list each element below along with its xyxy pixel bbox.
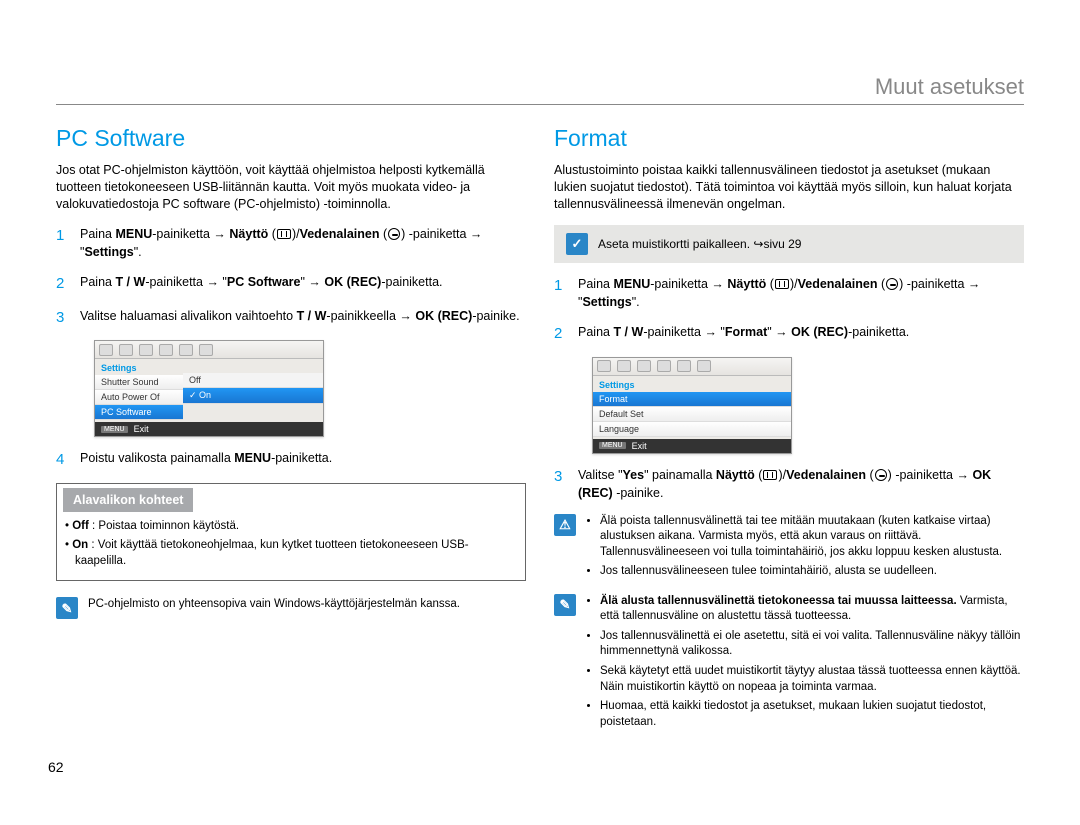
lcd-menu-item-selected: Format — [593, 392, 791, 407]
box-list: Off : Poistaa toiminnon käytöstä. On : V… — [57, 516, 525, 580]
step-3: 3 Valitse "Yes" painamalla Näyttö ()/Ved… — [554, 466, 1024, 502]
info-list: Älä alusta tallennusvälinettä tietokonee… — [586, 594, 1024, 734]
info-item: Älä alusta tallennusvälinettä tietokonee… — [600, 594, 1024, 625]
info-item: Sekä käytetyt että uudet muistikortit tä… — [600, 664, 1024, 695]
check-icon: ✓ — [566, 233, 588, 255]
step-text: Paina T / W-painiketta → "PC Software" →… — [80, 273, 443, 295]
display-icon — [277, 229, 291, 239]
step-2: 2 Paina T / W-painiketta → "Format" → OK… — [554, 323, 1024, 345]
content-columns: PC Software Jos otat PC-ohjelmiston käyt… — [56, 125, 1024, 734]
lcd-menu-header: Settings — [95, 361, 183, 375]
step-text: Paina T / W-painiketta → "Format" → OK (… — [578, 323, 909, 345]
step-text: Poistu valikosta painamalla MENU-painike… — [80, 449, 332, 471]
info-item: Jos tallennusvälinettä ei ole asetettu, … — [600, 629, 1024, 660]
step-number: 1 — [554, 275, 568, 311]
step-1: 1 Paina MENU-painiketta → Näyttö ()/Vede… — [56, 225, 526, 261]
step-1: 1 Paina MENU-painiketta → Näyttö ()/Vede… — [554, 275, 1024, 311]
step-3: 3 Valitse haluamasi alivalikon vaihtoeht… — [56, 307, 526, 329]
pc-software-heading: PC Software — [56, 125, 526, 152]
step-text: Paina MENU-painiketta → Näyttö ()/Vedena… — [578, 275, 1024, 311]
step-text: Valitse haluamasi alivalikon vaihtoehto … — [80, 307, 520, 329]
step-text: Valitse "Yes" painamalla Näyttö ()/Veden… — [578, 466, 1024, 502]
step-number: 1 — [56, 225, 70, 261]
lcd-pc-software: Settings Shutter Sound Auto Power Of PC … — [94, 340, 324, 437]
lcd-menu-item-selected: PC Software — [95, 405, 183, 420]
lcd-menu-item: Shutter Sound — [95, 375, 183, 390]
lcd-sub-off: Off — [183, 373, 323, 388]
pc-software-steps: 1 Paina MENU-painiketta → Näyttö ()/Vede… — [56, 225, 526, 329]
display-icon — [763, 470, 777, 480]
submenu-items-box: Alavalikon kohteet Off : Poistaa toiminn… — [56, 483, 526, 581]
lcd-menu-item: Auto Power Of — [95, 390, 183, 405]
lcd-menu: Settings Format Default Set Language — [593, 376, 791, 439]
insert-card-note: ✓ Aseta muistikortti paikalleen. ↪sivu 2… — [554, 225, 1024, 263]
lcd-menu-item: Default Set — [593, 407, 791, 422]
manual-page: Muut asetukset PC Software Jos otat PC-o… — [0, 0, 1080, 825]
note-text: Aseta muistikortti paikalleen. ↪sivu 29 — [598, 237, 801, 251]
right-column: Format Alustustoiminto poistaa kaikki ta… — [554, 125, 1024, 734]
lcd-tabs — [95, 341, 323, 359]
pc-software-steps-2: 4 Poistu valikosta painamalla MENU-paini… — [56, 449, 526, 471]
box-item: On : Voit käyttää tietokoneohjelmaa, kun… — [75, 537, 515, 569]
lcd-exit-bar: MENUExit — [593, 439, 791, 453]
format-intro: Alustustoiminto poistaa kaikki tallennus… — [554, 162, 1024, 213]
warning-item: Älä poista tallennusvälinettä tai tee mi… — [600, 514, 1024, 561]
underwater-icon — [886, 278, 898, 290]
step-2: 2 Paina T / W-painiketta → "PC Software"… — [56, 273, 526, 295]
footnote: ✎ PC-ohjelmisto on yhteensopiva vain Win… — [56, 597, 526, 619]
warning-icon: ⚠ — [554, 514, 576, 536]
format-steps: 1 Paina MENU-painiketta → Näyttö ()/Vede… — [554, 275, 1024, 345]
warning-item: Jos tallennusvälineeseen tulee toimintah… — [600, 564, 1024, 580]
page-header-title: Muut asetukset — [875, 74, 1024, 100]
underwater-icon — [875, 469, 887, 481]
format-heading: Format — [554, 125, 1024, 152]
lcd-format: Settings Format Default Set Language MEN… — [592, 357, 792, 454]
lcd-menu-item: Language — [593, 422, 791, 437]
step-number: 2 — [56, 273, 70, 295]
info-item: Huomaa, että kaikki tiedostot ja asetuks… — [600, 699, 1024, 730]
underwater-icon — [388, 228, 400, 240]
display-icon — [775, 279, 789, 289]
lcd-tabs — [593, 358, 791, 376]
step-text: Paina MENU-painiketta → Näyttö ()/Vedena… — [80, 225, 526, 261]
step-number: 3 — [56, 307, 70, 329]
step-number: 2 — [554, 323, 568, 345]
lcd-exit-bar: MENUExit — [95, 422, 323, 436]
info-note: ✎ Älä alusta tallennusvälinettä tietokon… — [554, 594, 1024, 734]
lcd-menu-header: Settings — [593, 378, 791, 392]
note-icon: ✎ — [554, 594, 576, 616]
box-item: Off : Poistaa toiminnon käytöstä. — [75, 518, 515, 534]
step-4: 4 Poistu valikosta painamalla MENU-paini… — [56, 449, 526, 471]
warning-list: Älä poista tallennusvälinettä tai tee mi… — [586, 514, 1024, 584]
header-divider — [56, 104, 1024, 105]
left-column: PC Software Jos otat PC-ohjelmiston käyt… — [56, 125, 526, 734]
note-icon: ✎ — [56, 597, 78, 619]
footnote-text: PC-ohjelmisto on yhteensopiva vain Windo… — [88, 597, 460, 619]
step-number: 3 — [554, 466, 568, 502]
lcd-menu: Settings Shutter Sound Auto Power Of PC … — [95, 359, 183, 422]
pc-software-intro: Jos otat PC-ohjelmiston käyttöön, voit k… — [56, 162, 526, 213]
lcd-submenu: Off On — [183, 359, 323, 422]
lcd-sub-on: On — [183, 388, 323, 404]
warning-note: ⚠ Älä poista tallennusvälinettä tai tee … — [554, 514, 1024, 584]
format-steps-2: 3 Valitse "Yes" painamalla Näyttö ()/Ved… — [554, 466, 1024, 502]
box-title: Alavalikon kohteet — [63, 488, 193, 512]
step-number: 4 — [56, 449, 70, 471]
page-number: 62 — [48, 759, 64, 775]
